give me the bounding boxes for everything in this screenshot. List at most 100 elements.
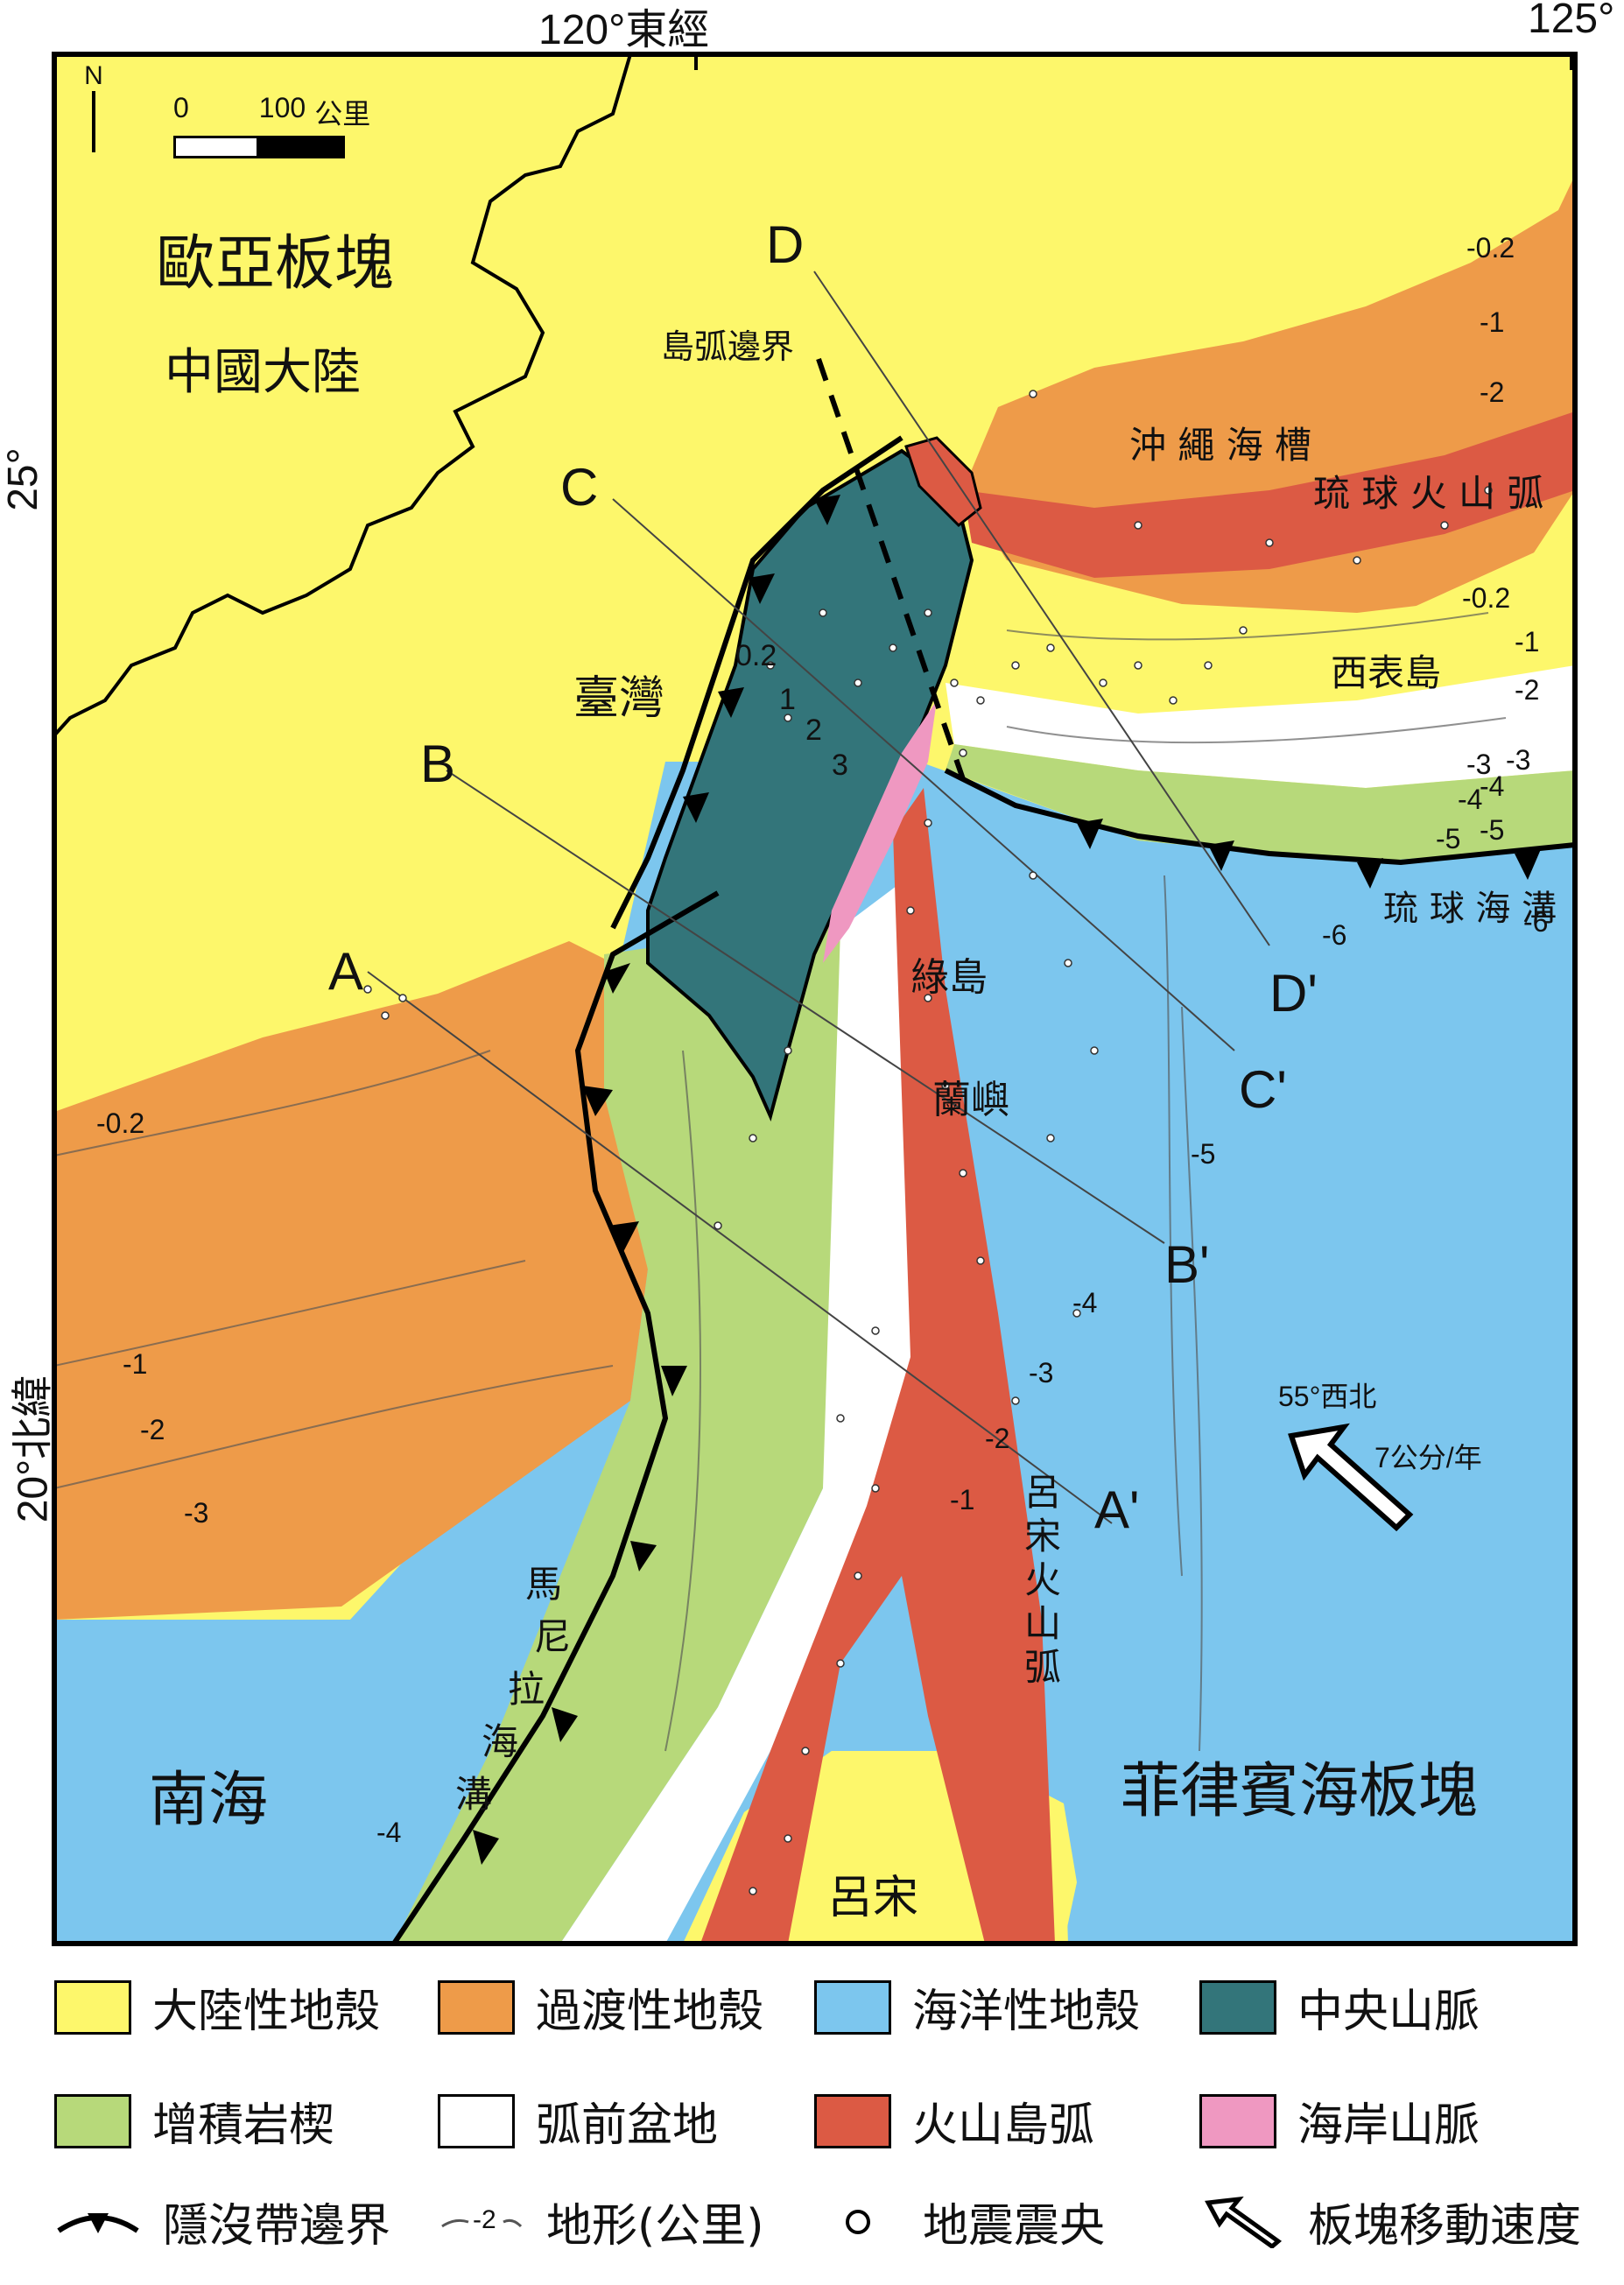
manila-trench-boundary (391, 890, 720, 1944)
legend-label: 地形(公里) (546, 2200, 764, 2253)
plate-motion-arrow-icon (1288, 1423, 1414, 1532)
legend-item: 弧前盆地 (438, 2088, 718, 2154)
contour-label: -6 (1523, 906, 1549, 938)
legend-swatch (814, 2093, 891, 2148)
legend-item: 火山島弧 (814, 2088, 1094, 2154)
legend-item: 過渡性地殼 (438, 1974, 763, 2040)
scale-bar-white (173, 136, 259, 158)
contour-label: -0.2 (96, 1107, 145, 1139)
north-arrow-icon (92, 91, 95, 152)
section-label-a-prime: A' (1094, 1480, 1140, 1539)
manila-char: 馬 (525, 1563, 563, 1606)
legend-label: 弧前盆地 (536, 2099, 719, 2152)
ryukyu-trench-label: 琉 球 海 溝 (1383, 889, 1557, 929)
legend-label: 中央山脈 (1297, 1986, 1480, 2038)
luzon-arc-char: 呂 (1024, 1471, 1062, 1514)
subduction-boundary-icon (54, 2195, 142, 2249)
contour-label: -6 (1322, 919, 1347, 951)
luzon-arc-char: 弧 (1024, 1646, 1062, 1689)
section-line-b (446, 770, 1165, 1244)
ryukyu-volcanic-arc (963, 411, 1575, 578)
luzon-arc-label: 呂 宋 火 山 弧 (1024, 1471, 1061, 1690)
transitional-crust-southwest (54, 941, 648, 1620)
iriomote-label: 西表島 (1331, 651, 1442, 694)
manila-char: 尼 (534, 1615, 572, 1658)
contour-label: -4 (376, 1817, 402, 1848)
contour-label: -4 (1072, 1287, 1098, 1318)
contour-label: -1 (1480, 306, 1505, 338)
plate-motion-arrow-icon (1199, 2195, 1287, 2249)
section-label-b-prime: B' (1164, 1235, 1210, 1294)
arc-boundary-label: 島弧邊界 (661, 327, 795, 366)
north-arrow: N (81, 61, 107, 158)
legend-label: 海岸山脈 (1297, 2099, 1480, 2152)
ryukyu-trench-boundary (944, 768, 1575, 866)
taiwan-label: 臺灣 (573, 672, 665, 725)
legend-row-2: 增積岩楔 弧前盆地 火山島弧 海岸山脈 (0, 2088, 1624, 2184)
eurasia-plate-label: 歐亞板塊 (156, 229, 395, 299)
section-label-d: D (766, 215, 805, 274)
contour-label: 3 (832, 749, 848, 782)
manila-char: 溝 (455, 1773, 493, 1816)
contour-label: -0.2 (1462, 582, 1511, 614)
section-line-c (612, 498, 1235, 1051)
north-label: N (84, 61, 103, 90)
south-sea-label: 南海 (149, 1766, 269, 1835)
longitude-label-120: 120°東經 (538, 7, 710, 53)
section-label-c: C (560, 458, 599, 517)
china-coastline (54, 54, 632, 737)
contour-label: 1 (779, 683, 796, 716)
plate-motion-direction: 55°西北 (1278, 1381, 1377, 1412)
manila-char: 海 (482, 1720, 519, 1763)
scale-end: 100 (258, 92, 306, 123)
ryukyu-forearc-basin (946, 665, 1575, 788)
contour-label: -3 (1466, 749, 1492, 780)
contour-label: -2 (985, 1423, 1010, 1454)
orchid-island-label: 蘭嶼 (932, 1078, 1009, 1122)
legend-label: 地震震央 (923, 2200, 1106, 2253)
latitude-label-25: 25° (0, 447, 46, 511)
contour-label: -2 (140, 1414, 165, 1445)
legend-row-1: 大陸性地殼 過渡性地殼 海洋性地殼 中央山脈 (0, 1974, 1624, 2071)
contour-label: 0.2 (735, 639, 777, 672)
legend-item: 板塊移動速度 (1199, 2189, 1581, 2254)
contour-label: -5 (1436, 823, 1461, 854)
longitude-label-125: 125° (1528, 0, 1615, 42)
epicenter-circle-icon (814, 2195, 902, 2249)
contour-label: 2 (805, 714, 822, 747)
luzon-arc-char: 山 (1024, 1602, 1062, 1645)
contour-label: -1 (950, 1484, 975, 1515)
contour-label: -4 (1458, 784, 1483, 815)
legend-item: 增積岩楔 (54, 2088, 334, 2154)
legend-label: 過渡性地殼 (536, 1986, 764, 2038)
section-line-a (367, 971, 1113, 1524)
legend-swatch (1199, 1979, 1276, 2035)
central-range-taiwan (646, 448, 974, 1121)
legend-row-3: 隱沒帶邊界 -2 地形(公里) 地震震央 板塊移動速度 (0, 2189, 1624, 2285)
volcanic-arc-north-tip (904, 436, 982, 528)
legend-swatch (438, 2093, 515, 2148)
okinawa-trough-label: 沖 繩 海 槽 (1129, 424, 1312, 467)
contour-label: -3 (1029, 1357, 1054, 1389)
contour-label: -4 (1480, 770, 1505, 802)
manila-trench-label: 馬 尼 拉 海 溝 (455, 1558, 572, 1821)
mainland-china-label: 中國大陸 (165, 344, 361, 401)
section-label-c-prime: C' (1239, 1060, 1287, 1119)
epicenter-dots (363, 390, 1493, 1895)
taiwan-west-boundary (610, 435, 903, 930)
legend-label: 海洋性地殼 (912, 1986, 1141, 2038)
legend-swatch (814, 1979, 891, 2035)
legend-label: 隱沒帶邊界 (163, 2200, 391, 2253)
legend-swatch (1199, 2093, 1276, 2148)
legend-item: 隱沒帶邊界 (54, 2189, 390, 2254)
manila-accretionary-wedge (394, 919, 884, 1944)
legend-swatch (438, 1979, 515, 2035)
legend-item: 大陸性地殼 (54, 1974, 380, 2040)
legend-item: 地震震央 (814, 2189, 1105, 2254)
scale-start: 0 (173, 92, 189, 123)
legend-label: 大陸性地殼 (152, 1986, 381, 2038)
philippine-sea-plate-label: 菲律賓海板塊 (1121, 1757, 1479, 1826)
contour-label: -2 (1480, 376, 1505, 408)
legend-item: -2 地形(公里) (438, 2189, 764, 2254)
